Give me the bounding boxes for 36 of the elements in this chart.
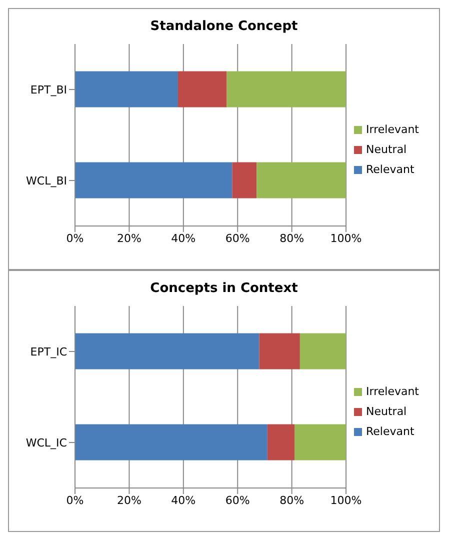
x-tick-label: 20% xyxy=(116,232,142,245)
bar xyxy=(267,424,295,460)
x-tick-label: 60% xyxy=(225,494,250,507)
x-tick-label: 0% xyxy=(66,494,84,507)
legend-label: Irrelevant xyxy=(366,123,419,136)
x-tick-label: 100% xyxy=(330,232,362,245)
bar xyxy=(178,71,227,108)
bar xyxy=(232,162,257,198)
x-tick-label: 100% xyxy=(330,494,362,507)
bar xyxy=(294,424,346,460)
legend-label: Neutral xyxy=(366,405,407,418)
x-tick-label: 80% xyxy=(280,494,304,507)
bar xyxy=(300,333,346,370)
chart-title: Standalone Concept xyxy=(149,18,299,34)
x-tick-label: 0% xyxy=(66,232,84,245)
x-tick-label: 40% xyxy=(171,232,196,245)
bar xyxy=(256,162,346,198)
x-tick-label: 20% xyxy=(116,494,142,507)
bar xyxy=(75,424,268,460)
bar xyxy=(226,71,346,108)
y-tick-label: WCL_IC xyxy=(26,436,68,450)
bar xyxy=(259,333,300,370)
bar xyxy=(75,333,260,370)
bar xyxy=(75,162,232,198)
legend-label: Relevant xyxy=(366,163,414,176)
x-tick-label: 80% xyxy=(280,232,304,245)
legend-label: Neutral xyxy=(366,143,407,156)
legend-label: Relevant xyxy=(366,425,414,438)
y-tick-label: EPT_IC xyxy=(30,345,68,358)
x-tick-label: 40% xyxy=(171,494,196,507)
y-tick-label: WCL_BI xyxy=(26,174,67,188)
x-tick-label: 60% xyxy=(225,232,250,245)
bar xyxy=(75,71,178,108)
chart-title: Concepts in Context xyxy=(149,280,299,296)
legend-label: Irrelevant xyxy=(366,385,419,398)
y-tick-label: EPT_BI xyxy=(30,83,67,96)
